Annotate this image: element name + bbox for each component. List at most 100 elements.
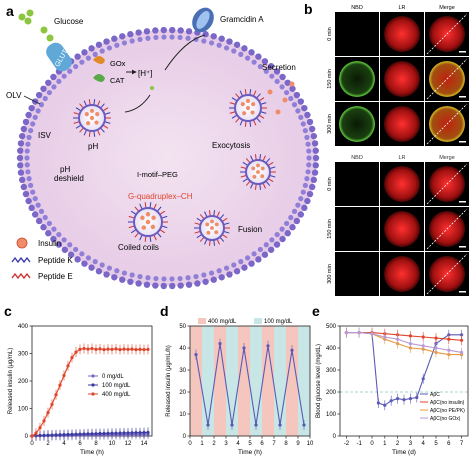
secretion-vesicle: [229, 89, 267, 127]
label-gquad: G-quadruplex–CH: [128, 192, 193, 201]
secreted-insulin: [267, 89, 273, 95]
legend-marker: [91, 392, 95, 396]
membrane-bead-inner: [56, 231, 62, 238]
data-point: [460, 338, 464, 342]
bottom-headers: NBD LR Merge: [351, 155, 455, 161]
label-ph-deshield-line2: deshield: [54, 174, 84, 183]
y-tick-label: 0: [25, 434, 29, 440]
panel-a-letter: a: [6, 3, 14, 19]
vesicle-peptide: [252, 90, 257, 97]
membrane-bead: [304, 111, 311, 119]
vesicle-peptide: [239, 119, 244, 126]
vesicle-peptide: [199, 214, 205, 220]
chart-band: [262, 326, 274, 436]
membrane-bead-inner: [223, 265, 230, 271]
membrane-bead: [177, 27, 184, 34]
membrane-bead: [17, 162, 24, 169]
data-point: [146, 347, 150, 351]
membrane-bead-inner: [26, 176, 32, 182]
membrane-bead: [143, 281, 151, 288]
membrane-bead-inner: [129, 38, 135, 44]
insulin-granule: [214, 230, 219, 235]
x-tick-label: 4: [236, 441, 240, 447]
membrane-bead-inner: [304, 134, 310, 140]
x-axis-label: Time (h): [238, 449, 262, 456]
membrane-bead-inner: [145, 275, 151, 281]
membrane-bead: [310, 132, 318, 140]
membrane-bead: [95, 268, 103, 275]
x-axis-label: Time (h): [80, 449, 104, 456]
data-point: [74, 350, 78, 354]
x-tick-label: 6: [447, 441, 451, 447]
x-tick-label: 6: [260, 441, 264, 447]
top-merge-line: [426, 58, 468, 100]
x-tick-label: 2: [396, 441, 400, 447]
membrane-bead-inner: [79, 59, 85, 65]
vesicle-peptide: [139, 203, 143, 210]
data-point: [383, 335, 387, 339]
top-row-label: 300 min: [327, 114, 333, 134]
vesicle-peptide: [258, 114, 265, 119]
y-tick-label: 400: [18, 324, 29, 330]
membrane-bead-inner: [295, 108, 301, 114]
x-tick-label: -2: [344, 441, 350, 447]
insulin-granule: [214, 222, 219, 227]
membrane-bead-inner: [284, 220, 290, 227]
vesicle-peptide: [73, 112, 80, 115]
data-point: [50, 402, 54, 406]
membrane-bead-inner: [73, 63, 79, 70]
legend-peptide-e: Peptide E: [38, 272, 73, 281]
vesicle-peptide: [265, 158, 271, 164]
chart-band: [286, 326, 298, 436]
y-tick-label: 50: [179, 324, 186, 330]
label-olv: OLV: [6, 91, 22, 100]
membrane-bead-inner: [274, 78, 280, 85]
arrow-to-isv: [124, 94, 151, 113]
data-point: [122, 347, 126, 351]
membrane-bead: [28, 104, 35, 112]
panel-b-microscopy: b NBD LR Merge 0 min 150 min 300 min NBD LR Merg…: [304, 1, 469, 296]
membrane-bead: [210, 276, 217, 283]
membrane-bead-inner: [257, 246, 263, 253]
data-point: [230, 423, 234, 427]
data-point: [142, 430, 146, 435]
label-ph-up: pH: [88, 142, 98, 151]
chart-e: -2 -1 0 1 2 3 4 5 6 7 0 100 200 300 400 500 Time (d) Bloo…: [316, 324, 469, 456]
membrane-bead: [50, 235, 57, 243]
membrane-bead: [233, 41, 241, 48]
data-point: [447, 337, 451, 341]
membrane-bead: [22, 190, 30, 198]
top-scale-bar: [459, 96, 466, 98]
data-point: [34, 431, 38, 435]
data-point: [142, 348, 146, 352]
membrane-bead-inner: [244, 55, 251, 61]
bottom-cell-bg: [335, 162, 379, 206]
membrane-bead-inner: [24, 155, 30, 161]
vesicle-peptide: [245, 158, 251, 164]
vesicle-peptide: [269, 166, 276, 170]
label-gox: GOx: [110, 59, 126, 68]
membrane-bead-inner: [67, 242, 73, 248]
membrane-bead-inner: [269, 237, 275, 243]
data-point: [78, 432, 82, 436]
membrane-bead-inner: [216, 42, 222, 48]
data-point: [434, 346, 438, 350]
chart-band: [214, 326, 226, 436]
series-line: [346, 332, 462, 406]
membrane-bead: [18, 176, 26, 184]
vesicle-peptide: [245, 180, 251, 186]
insulin-icon: [16, 237, 28, 249]
chart-band: [250, 326, 262, 436]
data-point: [302, 423, 306, 427]
vesicle-peptide: [104, 121, 111, 124]
membrane-bead: [25, 197, 32, 205]
data-point: [118, 431, 122, 435]
membrane-bead-inner: [61, 73, 67, 79]
membrane-bead: [81, 49, 88, 56]
y-tick-label: 300: [18, 352, 29, 358]
membrane-bead-inner: [169, 276, 175, 282]
insulin-granule: [242, 111, 247, 116]
legend-label: 400 mg/dL: [102, 392, 131, 398]
membrane-bead-inner: [208, 270, 215, 276]
x-tick-label: 5: [434, 441, 438, 447]
